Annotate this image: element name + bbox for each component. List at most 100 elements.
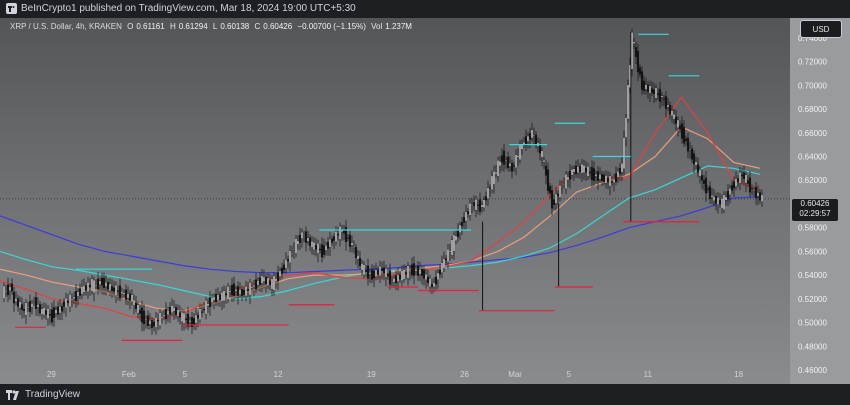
candle-body bbox=[534, 134, 538, 146]
candle-body bbox=[262, 276, 266, 282]
candle-body bbox=[438, 269, 442, 275]
candle-body bbox=[46, 308, 50, 319]
candle-body bbox=[426, 276, 430, 283]
candle-body bbox=[240, 289, 244, 296]
candle-body bbox=[622, 137, 626, 169]
candle-body bbox=[356, 255, 360, 260]
candle-body bbox=[22, 309, 26, 312]
candle-body bbox=[354, 247, 358, 258]
candle-body bbox=[166, 310, 170, 315]
candle-body bbox=[684, 138, 688, 141]
candle-body bbox=[638, 67, 642, 75]
candle-body bbox=[538, 145, 542, 154]
candle-body bbox=[158, 312, 162, 326]
candle-body bbox=[442, 258, 446, 269]
candle-body bbox=[248, 282, 252, 296]
candle-body bbox=[144, 318, 148, 320]
candle-body bbox=[152, 321, 156, 327]
candle-body bbox=[346, 237, 350, 239]
candle-body bbox=[204, 300, 208, 315]
candle-body bbox=[28, 301, 32, 312]
candle-body bbox=[268, 280, 272, 285]
candle-body bbox=[724, 196, 728, 201]
candle-body bbox=[202, 309, 206, 311]
candle-body bbox=[386, 273, 390, 277]
candle-body bbox=[6, 284, 10, 296]
tradingview-logo-icon bbox=[6, 3, 17, 14]
candle-body bbox=[504, 159, 508, 161]
time-axis-labels: 29 Feb 5 12 19 26 Mar 5 11 18 bbox=[47, 370, 744, 379]
chart-pane[interactable] bbox=[0, 18, 790, 384]
last-price-tag: 0.60426 02:29:57 bbox=[792, 199, 838, 221]
currency-button[interactable]: USD bbox=[800, 20, 842, 38]
candle-body bbox=[576, 166, 580, 173]
candle-body bbox=[292, 249, 296, 251]
candle-body bbox=[578, 166, 582, 172]
candle-body bbox=[644, 84, 648, 90]
candle-body bbox=[90, 278, 94, 292]
candle-body bbox=[290, 252, 294, 254]
candle-body bbox=[172, 307, 176, 312]
candle-body bbox=[480, 204, 484, 208]
candle-body bbox=[214, 293, 218, 303]
candle-body bbox=[88, 284, 92, 288]
candle-body bbox=[178, 312, 182, 318]
time-axis[interactable]: 29 Feb 5 12 19 26 Mar 5 11 18 bbox=[0, 362, 790, 384]
candle-body bbox=[690, 148, 694, 160]
candle-body bbox=[134, 302, 138, 309]
candle-body bbox=[274, 278, 278, 282]
candle-body bbox=[76, 291, 80, 297]
candle-body bbox=[208, 297, 212, 308]
candle-body bbox=[8, 286, 12, 291]
candle-body bbox=[456, 230, 460, 238]
candle-body bbox=[398, 274, 402, 280]
candle-body bbox=[760, 194, 764, 202]
candle-body bbox=[326, 242, 330, 249]
candle-body bbox=[324, 245, 328, 251]
candle-body bbox=[476, 204, 480, 206]
candle-body bbox=[216, 294, 220, 301]
candle-body bbox=[146, 315, 150, 327]
price-tick-label: 0.72000 bbox=[798, 58, 827, 67]
candle-body bbox=[242, 289, 246, 295]
candle-body bbox=[550, 190, 554, 209]
candle-body bbox=[564, 174, 568, 189]
candle-body bbox=[116, 290, 120, 292]
candle-body bbox=[464, 211, 468, 222]
candle-body bbox=[330, 238, 334, 243]
candle-body bbox=[668, 104, 672, 115]
candle-body bbox=[162, 314, 166, 317]
candle-body bbox=[528, 133, 532, 140]
candle-body bbox=[744, 174, 748, 184]
candle-body bbox=[682, 126, 686, 144]
candle-body bbox=[726, 190, 730, 200]
candle-body bbox=[470, 205, 474, 207]
candle-body bbox=[674, 116, 678, 124]
candle-body bbox=[298, 234, 302, 243]
candle-body bbox=[288, 250, 292, 263]
price-tick-label: 0.70000 bbox=[798, 81, 827, 90]
candle-body bbox=[740, 175, 744, 177]
candle-body bbox=[142, 310, 146, 325]
candle-body bbox=[338, 226, 342, 240]
volume-label: Vol bbox=[371, 22, 383, 31]
candle-body bbox=[380, 268, 384, 271]
candle-body bbox=[552, 199, 556, 205]
candle-body bbox=[180, 311, 184, 322]
candle-body bbox=[424, 274, 428, 280]
candle-body bbox=[344, 227, 348, 243]
candle-body bbox=[618, 168, 622, 174]
candle-body bbox=[584, 167, 588, 173]
candle-body bbox=[496, 160, 500, 177]
candle-body bbox=[284, 259, 288, 269]
candle-body bbox=[642, 80, 646, 91]
time-tick-label: 5 bbox=[183, 370, 188, 379]
price-tick-label: 0.46000 bbox=[798, 366, 827, 375]
symbol-name[interactable]: XRP / U.S. Dollar, 4h, KRAKEN bbox=[10, 22, 122, 31]
candle-body bbox=[502, 150, 506, 165]
candle-body bbox=[168, 307, 172, 315]
candle-body bbox=[156, 320, 160, 322]
candle-body bbox=[428, 278, 432, 288]
candle-body bbox=[228, 290, 232, 293]
candle-body bbox=[556, 193, 560, 197]
